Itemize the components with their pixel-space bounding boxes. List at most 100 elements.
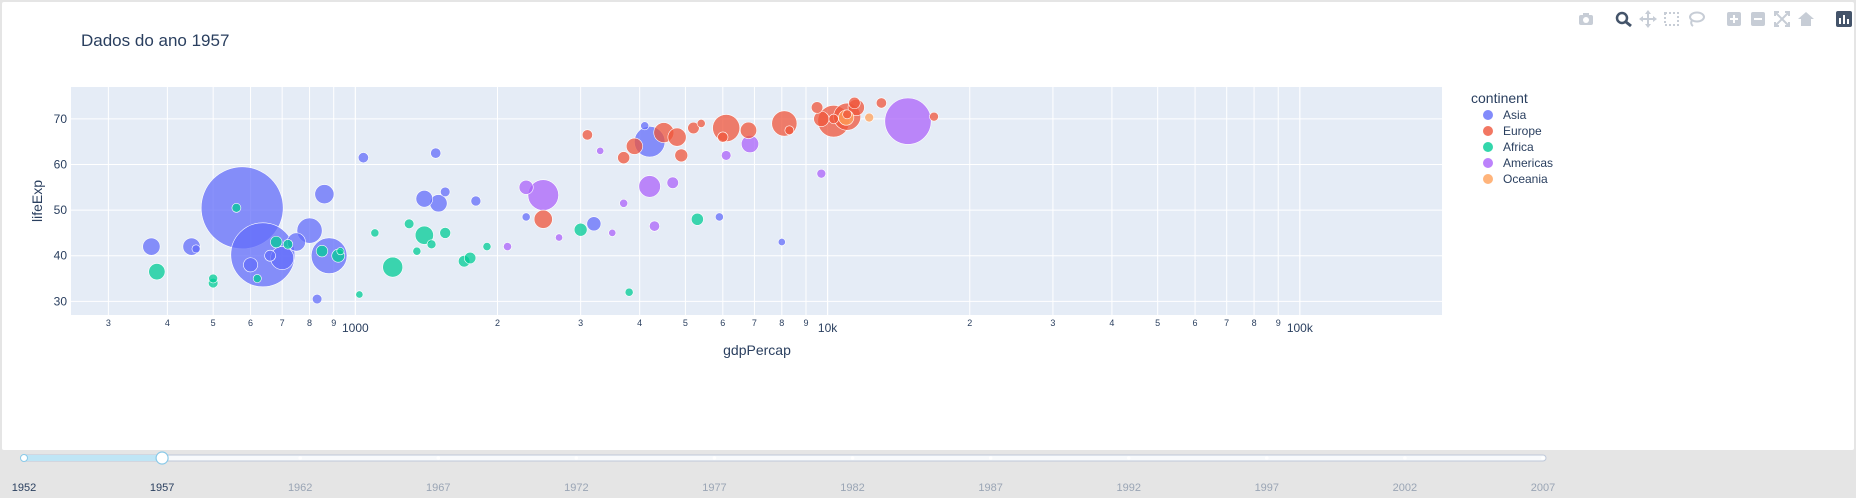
slider-step-label[interactable]: 1997: [1255, 482, 1279, 494]
bubble-americas[interactable]: [638, 175, 661, 198]
slider-step-label[interactable]: 1957: [150, 482, 174, 494]
bubble-asia[interactable]: [430, 147, 442, 159]
legend-item-oceania[interactable]: Oceania: [1483, 172, 1548, 186]
bubble-africa[interactable]: [382, 256, 404, 278]
bubble-europe[interactable]: [617, 151, 631, 165]
bubble-europe[interactable]: [842, 109, 852, 120]
bubble-europe[interactable]: [848, 96, 861, 110]
slider-step-label[interactable]: 1977: [702, 482, 726, 494]
bubble-africa[interactable]: [414, 225, 434, 245]
slider-step-label[interactable]: 2007: [1531, 482, 1555, 494]
bubble-africa[interactable]: [282, 239, 294, 250]
zoom-out-icon[interactable]: [1748, 10, 1768, 28]
bubble-europe[interactable]: [687, 121, 700, 135]
bubble-africa[interactable]: [482, 242, 492, 251]
bubble-americas[interactable]: [518, 179, 534, 195]
bubble-africa[interactable]: [231, 203, 242, 213]
bubble-europe[interactable]: [674, 148, 689, 163]
year-slider[interactable]: 1952 1957 1962 1967 1972 1977 1982 1987 1992 1997…: [0, 451, 1856, 498]
bubble-asia[interactable]: [521, 212, 531, 222]
legend-item-africa[interactable]: Africa: [1483, 140, 1534, 154]
pan-icon[interactable]: [1638, 10, 1658, 28]
bubble-americas[interactable]: [648, 220, 660, 232]
bubble-europe[interactable]: [929, 111, 939, 122]
bubble-asia[interactable]: [191, 244, 201, 254]
bubble-asia[interactable]: [777, 238, 786, 247]
bubble-americas[interactable]: [619, 198, 629, 208]
bubble-asia[interactable]: [470, 195, 482, 207]
zoom-in-icon[interactable]: [1724, 10, 1744, 28]
lasso-icon[interactable]: [1686, 10, 1706, 28]
bubble-africa[interactable]: [148, 263, 166, 281]
bubble-africa[interactable]: [208, 273, 218, 284]
slider-step-label[interactable]: 2002: [1393, 482, 1417, 494]
bubble-asia[interactable]: [640, 121, 650, 131]
plot-area[interactable]: [71, 87, 1442, 315]
bubble-asia[interactable]: [586, 216, 602, 232]
slider-step-label[interactable]: 1982: [840, 482, 864, 494]
bubble-americas[interactable]: [721, 150, 732, 161]
bubble-africa[interactable]: [336, 247, 345, 256]
slider-handle[interactable]: [155, 451, 169, 465]
bubble-europe[interactable]: [667, 127, 687, 147]
bubble-africa[interactable]: [624, 287, 634, 297]
bubble-africa[interactable]: [355, 290, 364, 299]
slider-step-label[interactable]: 1987: [978, 482, 1002, 494]
bubble-europe[interactable]: [828, 113, 839, 125]
bubble-africa[interactable]: [573, 222, 588, 237]
bubble-americas[interactable]: [816, 168, 827, 179]
bubble-africa[interactable]: [370, 228, 380, 238]
reset-axes-icon[interactable]: [1796, 10, 1816, 28]
plotly-logo-icon[interactable]: [1834, 10, 1854, 28]
bubble-asia[interactable]: [415, 190, 434, 208]
autoscale-icon[interactable]: [1772, 10, 1792, 28]
bubble-europe[interactable]: [625, 137, 643, 155]
bubble-oceania[interactable]: [864, 112, 874, 123]
bubble-asia[interactable]: [714, 212, 724, 222]
slider-rail[interactable]: [21, 454, 1547, 462]
bubble-asia[interactable]: [440, 186, 451, 198]
bubble-africa[interactable]: [403, 218, 415, 229]
bubble-europe[interactable]: [875, 97, 887, 109]
bubble-africa[interactable]: [690, 212, 704, 226]
bubble-africa[interactable]: [426, 239, 437, 250]
bubble-africa[interactable]: [412, 246, 422, 256]
bubble-africa[interactable]: [315, 245, 329, 258]
bubble-asia[interactable]: [311, 293, 323, 305]
bubble-europe[interactable]: [533, 209, 553, 229]
box-select-icon[interactable]: [1662, 10, 1682, 28]
bubble-africa[interactable]: [252, 274, 262, 283]
bubble-americas[interactable]: [596, 146, 605, 155]
legend[interactable]: continent Asia Europe Africa Americas Oceani…: [1471, 90, 1553, 186]
bubble-asia[interactable]: [243, 257, 258, 273]
bubble-africa[interactable]: [439, 227, 452, 239]
camera-icon[interactable]: [1576, 10, 1596, 28]
slider-step-label[interactable]: 1967: [426, 482, 450, 494]
bubble-africa[interactable]: [464, 251, 477, 265]
bubble-europe[interactable]: [739, 121, 757, 139]
legend-item-europe[interactable]: Europe: [1483, 124, 1542, 138]
bubble-americas[interactable]: [884, 97, 932, 145]
slider-step-label[interactable]: 1952: [12, 482, 36, 494]
bubble-asia[interactable]: [357, 152, 369, 164]
bubble-europe[interactable]: [810, 101, 824, 114]
slider-step-label[interactable]: 1992: [1116, 482, 1140, 494]
bubble-europe[interactable]: [696, 119, 706, 128]
bubble-asia[interactable]: [264, 249, 276, 262]
bubble-europe[interactable]: [784, 125, 795, 136]
bubble-americas[interactable]: [666, 176, 679, 189]
slider-step-label[interactable]: 1972: [564, 482, 588, 494]
bubble-asia[interactable]: [314, 184, 335, 205]
zoom-icon[interactable]: [1614, 10, 1634, 28]
legend-item-americas[interactable]: Americas: [1483, 156, 1553, 170]
bubble-americas[interactable]: [555, 233, 564, 242]
bubble-europe[interactable]: [581, 129, 593, 141]
bubble-europe[interactable]: [813, 110, 830, 127]
legend-item-asia[interactable]: Asia: [1483, 108, 1527, 122]
bubble-americas[interactable]: [503, 242, 512, 251]
bubble-asia[interactable]: [142, 237, 161, 256]
bubble-africa[interactable]: [270, 235, 283, 249]
bubble-europe[interactable]: [717, 131, 729, 143]
data-points[interactable]: [142, 96, 939, 305]
slider-step-label[interactable]: 1962: [288, 482, 312, 494]
